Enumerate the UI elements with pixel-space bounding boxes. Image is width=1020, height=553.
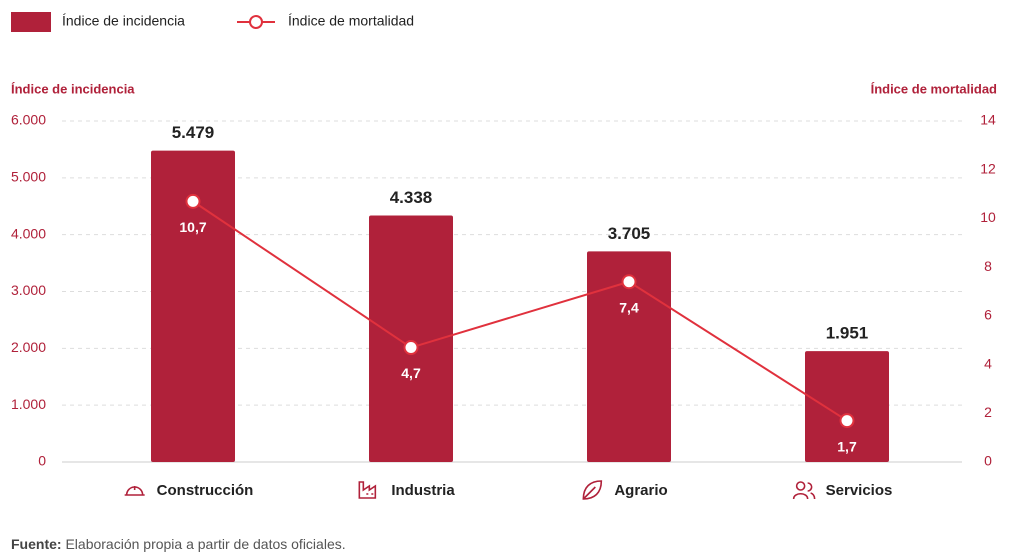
y2-axis-title: Índice de mortalidad (871, 81, 997, 96)
bar-value-label: 3.705 (608, 224, 651, 243)
bar (587, 251, 671, 462)
line (192, 200, 848, 422)
y2-tick-label: 4 (984, 355, 992, 371)
y-tick-label: 2.000 (11, 339, 46, 355)
line-value-label: 7,4 (619, 299, 639, 315)
x-tick-label: Agrario (614, 482, 667, 499)
y2-tick-label: 0 (984, 453, 992, 469)
legend-label: Índice de mortalidad (288, 13, 414, 29)
x-tick-label: Servicios (826, 482, 893, 499)
bar (805, 351, 889, 462)
y2-tick-label: 2 (984, 404, 992, 420)
icon (358, 481, 377, 499)
line-value-label: 4,7 (401, 365, 421, 381)
legend-label: Índice de incidencia (62, 13, 185, 29)
line-marker (621, 274, 637, 290)
bar-value-label: 4.338 (390, 188, 433, 207)
y2-tick-label: 12 (980, 160, 996, 176)
category-icon (792, 481, 816, 500)
icon (795, 481, 806, 491)
source: Fuente: Elaboración propia a partir de d… (11, 536, 346, 552)
category-icon (124, 486, 145, 496)
y-tick-label: 5.000 (11, 169, 46, 185)
y-tick-label: 3.000 (11, 282, 46, 298)
legend-swatch-bar (11, 12, 51, 32)
icon (582, 480, 603, 500)
source-text: Elaboración propia a partir de datos ofi… (65, 536, 345, 552)
legend-swatch-marker (249, 15, 263, 29)
x-tick-label: Industria (391, 482, 455, 499)
bar-value-label: 1.951 (826, 324, 869, 343)
line-marker (839, 413, 855, 429)
y-tick-label: 6.000 (11, 112, 46, 128)
y2-tick-label: 6 (984, 307, 992, 323)
icon (792, 482, 816, 500)
x-tick-label: Construcción (157, 482, 254, 499)
y-tick-label: 1.000 (11, 396, 46, 412)
line-value-label: 1,7 (837, 438, 857, 454)
line-marker (403, 340, 419, 356)
y-axis-title: Índice de incidencia (11, 81, 135, 96)
bar (151, 150, 235, 462)
y2-tick-label: 14 (980, 112, 996, 128)
category-icon (358, 481, 377, 499)
line-marker (185, 193, 201, 209)
icon (124, 486, 145, 496)
bar-value-label: 5.479 (172, 123, 215, 142)
y2-tick-label: 10 (980, 209, 996, 225)
line-value-label: 10,7 (179, 219, 206, 235)
y-tick-label: 0 (38, 453, 46, 469)
bar (369, 215, 453, 462)
source-label: Fuente: (11, 536, 62, 552)
y-tick-label: 4.000 (11, 225, 46, 241)
y2-tick-label: 8 (984, 258, 992, 274)
category-icon (582, 480, 603, 500)
